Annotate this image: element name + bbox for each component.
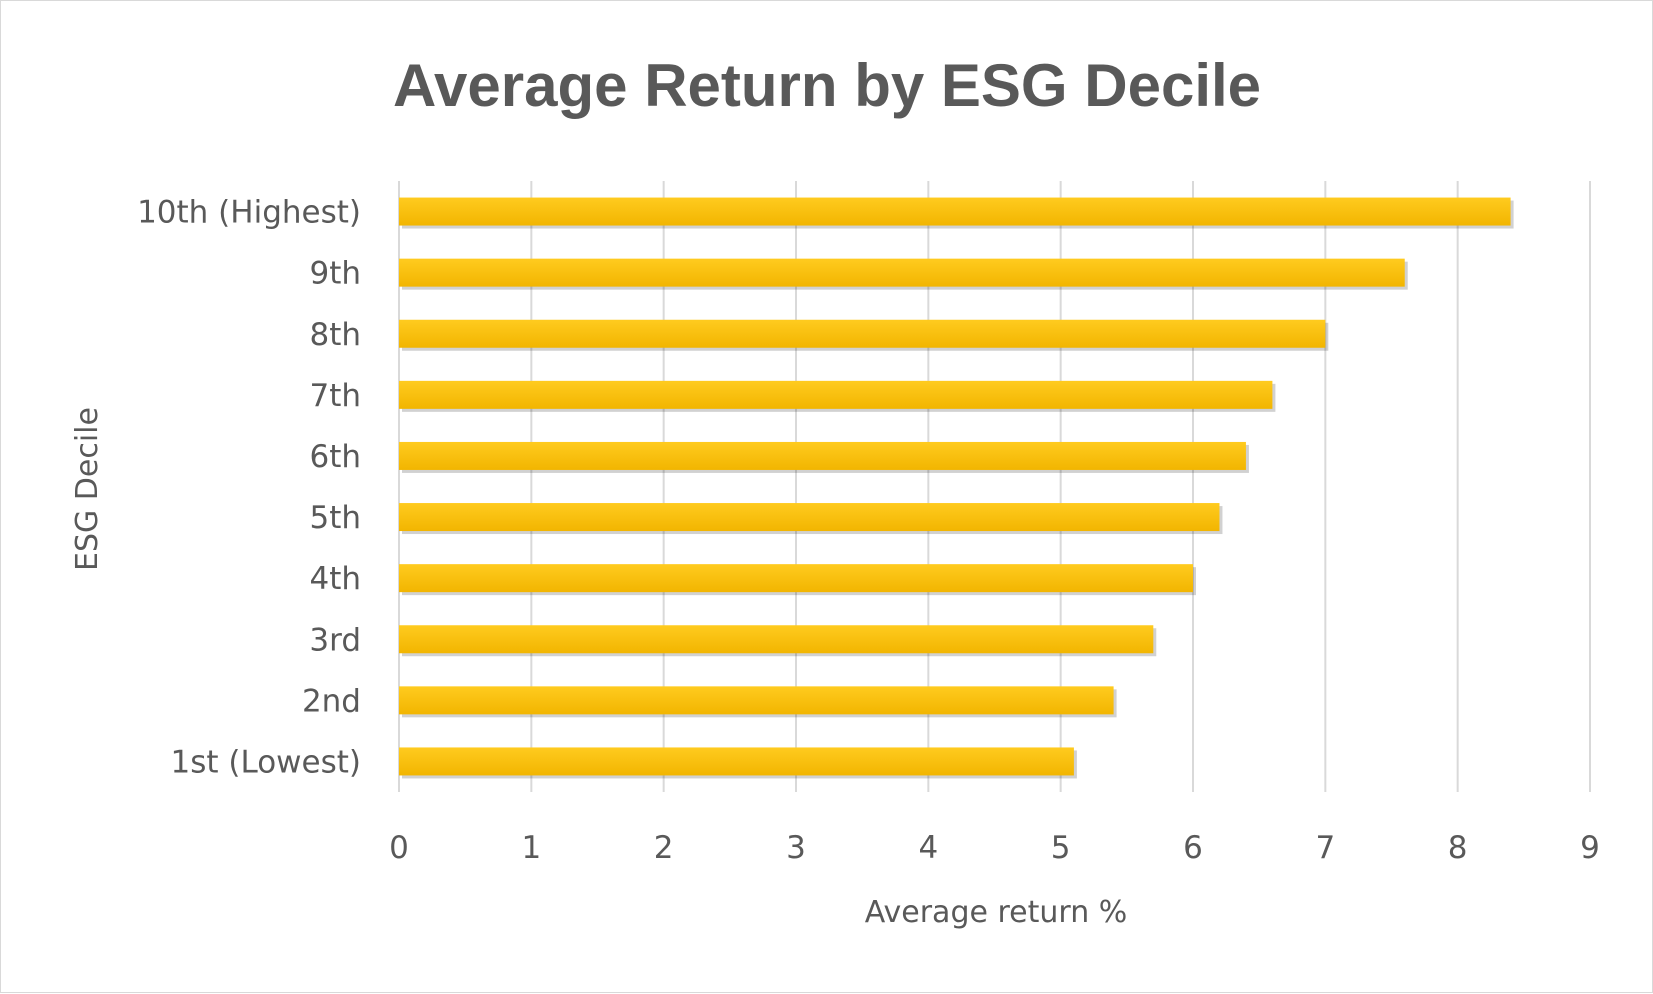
y-tick-label-1st-lowest: 1st (Lowest) xyxy=(171,744,362,780)
y-tick-label-2nd: 2nd xyxy=(302,683,361,719)
x-tick-label-3: 3 xyxy=(786,830,806,866)
bar-5th xyxy=(399,503,1220,532)
bar-8th xyxy=(399,319,1326,348)
chart-title: Average Return by ESG Decile xyxy=(393,52,1261,119)
bars xyxy=(399,197,1514,779)
y-tick-label-9th: 9th xyxy=(309,256,361,292)
bar-9th xyxy=(399,258,1405,287)
bar-1st-lowest xyxy=(399,747,1074,776)
x-tick-label-1: 1 xyxy=(521,830,541,866)
x-tick-label-9: 9 xyxy=(1580,830,1600,866)
bar-3rd xyxy=(399,625,1154,654)
x-tick-label-8: 8 xyxy=(1448,830,1468,866)
bar-7th xyxy=(399,380,1273,409)
bar-10th-highest xyxy=(399,197,1511,226)
bar-6th xyxy=(399,441,1246,470)
bar-2nd xyxy=(399,686,1114,715)
y-tick-label-10th-highest: 10th (Highest) xyxy=(137,195,361,231)
y-tick-label-8th: 8th xyxy=(309,317,361,353)
x-tick-label-5: 5 xyxy=(1051,830,1071,866)
y-tick-label-5th: 5th xyxy=(309,500,361,536)
y-tick-label-7th: 7th xyxy=(309,378,361,414)
x-tick-label-2: 2 xyxy=(654,830,674,866)
x-tick-label-4: 4 xyxy=(918,830,938,866)
x-tick-labels: 0 1 2 3 4 5 6 7 8 9 xyxy=(389,830,1600,866)
x-tick-label-6: 6 xyxy=(1183,830,1203,866)
x-tick-label-7: 7 xyxy=(1315,830,1335,866)
x-axis-title: Average return % xyxy=(865,895,1128,930)
y-axis-title: ESG Decile xyxy=(70,407,105,571)
y-tick-label-3rd: 3rd xyxy=(309,622,361,658)
y-tick-labels: 1st (Lowest) 2nd 3rd 4th 5th 6th 7th 8th 9th 10th… xyxy=(137,195,361,781)
x-tick-label-0: 0 xyxy=(389,830,409,866)
y-tick-label-6th: 6th xyxy=(309,439,361,475)
y-tick-label-4th: 4th xyxy=(309,561,361,597)
bar-4th xyxy=(399,564,1193,593)
